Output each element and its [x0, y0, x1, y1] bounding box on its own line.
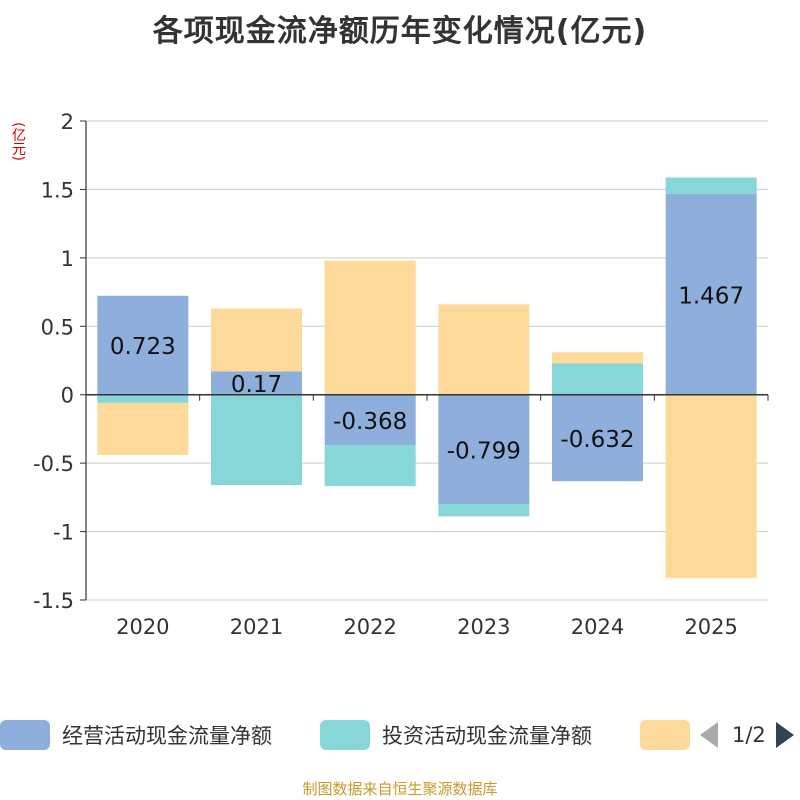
bar-2020-series-1	[97, 394, 189, 403]
y-tick-label: -1	[53, 521, 74, 545]
legend-swatch-financing	[640, 720, 690, 750]
x-tick-label-2021: 2021	[230, 615, 283, 639]
bar-2024-series-2	[552, 352, 643, 364]
y-tick-label: -1.5	[33, 589, 74, 613]
data-label-2025: 1.467	[678, 283, 744, 309]
data-label-2020: 0.723	[110, 334, 176, 360]
bar-2021-series-0	[211, 371, 302, 395]
data-label-2024: -0.632	[560, 427, 634, 453]
bar-2020-series-2	[97, 402, 189, 455]
bar-2025-series-2	[665, 394, 757, 579]
legend-next-arrow-icon[interactable]	[775, 722, 794, 748]
chart-title: 各项现金流净额历年变化情况(亿元)	[152, 14, 648, 49]
bar-2022-series-0	[324, 394, 416, 446]
bar-2025-series-1	[665, 177, 757, 194]
legend-label-investing: 投资活动现金流量净额	[382, 724, 592, 748]
y-axis-unit: (亿元)	[10, 122, 26, 161]
y-tick-label: 0.5	[41, 315, 74, 339]
bar-2022-series-1	[324, 445, 416, 487]
legend: 经营活动现金流量净额 投资活动现金流量净额 1/2	[0, 716, 800, 754]
legend-prev-arrow-icon[interactable]	[700, 722, 718, 748]
bar-2020-series-0	[97, 295, 189, 395]
y-tick-label: 1.5	[41, 178, 74, 202]
x-tick-label-2022: 2022	[343, 615, 396, 639]
legend-item-operating[interactable]: 经营活动现金流量净额	[0, 716, 272, 754]
x-tick-label-2025: 2025	[684, 615, 737, 639]
bar-2021-series-2	[211, 308, 302, 372]
y-tick-label: 0	[61, 384, 74, 408]
legend-pager: 1/2	[700, 716, 794, 754]
data-label-2023: -0.799	[447, 438, 521, 464]
legend-page-indicator: 1/2	[732, 723, 766, 747]
legend-item-investing[interactable]: 投资活动现金流量净额	[320, 716, 592, 754]
x-tick-label-2020: 2020	[116, 615, 169, 639]
bar-2023-series-0	[438, 394, 530, 505]
x-tick-label-2023: 2023	[457, 615, 510, 639]
y-tick-label: 2	[61, 110, 74, 134]
data-label-2022: -0.368	[333, 409, 407, 435]
x-tick-label-2024: 2024	[571, 615, 624, 639]
y-tick-label: -0.5	[33, 452, 74, 476]
legend-swatch-operating	[0, 720, 50, 750]
legend-item-financing[interactable]	[640, 716, 702, 754]
bar-2023-series-1	[438, 504, 530, 517]
bar-2021-series-1	[211, 394, 302, 486]
y-tick-label: 1	[61, 247, 74, 271]
bar-2023-series-2	[438, 304, 530, 395]
bar-2024-series-1	[552, 363, 643, 395]
legend-swatch-investing	[320, 720, 370, 750]
bar-2022-series-2	[324, 260, 416, 395]
data-label-2021: 0.17	[231, 372, 282, 398]
bar-2025-series-0	[665, 193, 757, 395]
legend-label-operating: 经营活动现金流量净额	[62, 724, 272, 748]
chart-canvas: 2 1.5 1 0.5 0 -0.5 -1 -1.5 0.723 0.17 -0.368 -0.799…	[33, 110, 769, 639]
data-source-note: 制图数据来自恒生聚源数据库	[302, 780, 498, 798]
bar-2024-series-0	[552, 394, 643, 482]
